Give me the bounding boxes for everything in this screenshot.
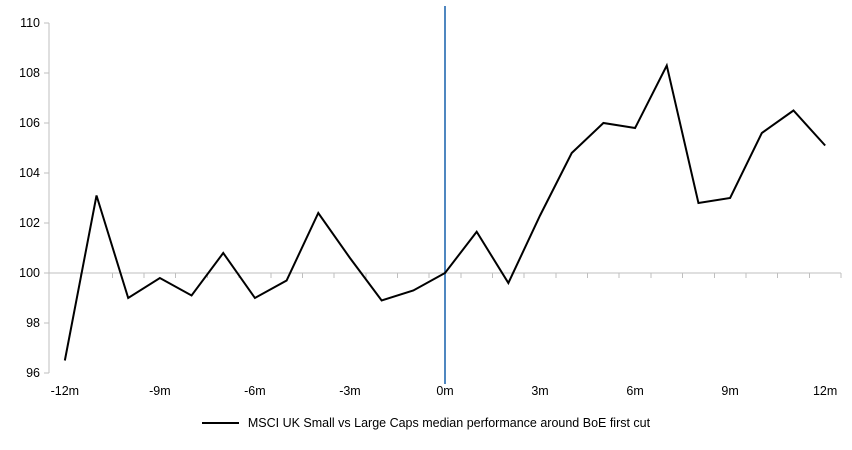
legend-label: MSCI UK Small vs Large Caps median perfo… [247,416,651,430]
y-axis-tick-label: 104 [19,166,40,180]
x-axis-tick-label: 3m [531,384,548,398]
x-axis-tick-label: -12m [51,384,79,398]
y-axis-tick-label: 102 [19,216,40,230]
x-axis-tick-label: -3m [339,384,361,398]
x-axis-tick-label: -9m [149,384,171,398]
y-axis-tick-label: 108 [19,66,40,80]
y-axis-tick-label: 98 [26,316,40,330]
x-axis-tick-label: 12m [813,384,837,398]
x-axis-tick-label: 9m [721,384,738,398]
x-axis-tick-label: 6m [626,384,643,398]
y-axis-tick-label: 106 [19,116,40,130]
y-axis-tick-label: 100 [19,266,40,280]
x-axis-tick-label: 0m [436,384,453,398]
y-axis-tick-label: 96 [26,366,40,380]
x-axis-tick-label: -6m [244,384,266,398]
legend-line-swatch [201,422,239,424]
performance-line [63,62,826,361]
legend: MSCI UK Small vs Large Caps median perfo… [0,416,852,430]
y-axis-tick-label: 110 [20,16,40,30]
